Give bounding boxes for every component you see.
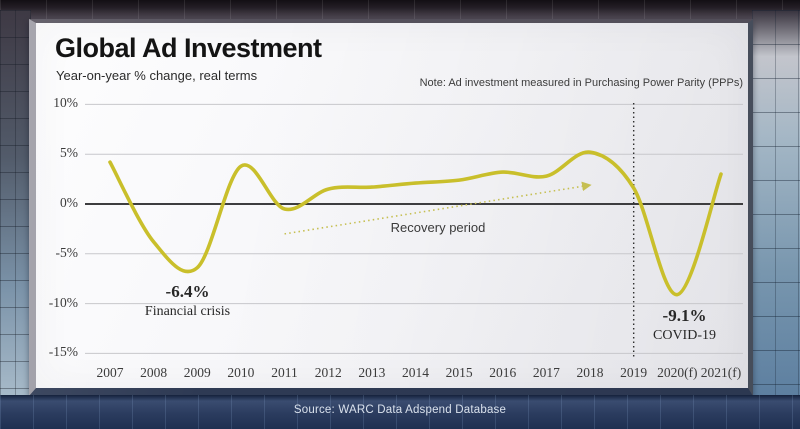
x-axis-label: 2011 <box>271 365 298 380</box>
annotation-financial-crisis: -6.4% Financial crisis <box>115 282 260 320</box>
chart-subtitle: Year-on-year % change, real terms <box>56 68 258 83</box>
wall-top-tiles <box>0 0 800 22</box>
x-axis-label: 2017 <box>532 365 560 380</box>
x-axis-label: 2013 <box>358 365 386 380</box>
x-axis-label: 2008 <box>140 365 168 380</box>
y-axis-label: -5% <box>55 244 79 260</box>
annotation-covid: -9.1% COVID-19 <box>612 306 757 344</box>
y-axis-label: 10% <box>53 95 78 111</box>
source-bar: Source: WARC Data Adspend Database <box>0 395 800 429</box>
y-axis-label: 0% <box>60 195 78 210</box>
y-axis-label: 5% <box>60 145 78 161</box>
x-axis-label: 2014 <box>401 365 429 380</box>
chart-note: Note: Ad investment measured in Purchasi… <box>419 77 743 89</box>
wall-right-tiles <box>752 10 800 396</box>
chart-title: Global Ad Investment <box>55 33 322 63</box>
x-axis-label: 2021(f) <box>700 365 742 380</box>
x-axis-label: 2016 <box>489 365 517 380</box>
x-axis-label: 2019 <box>620 365 648 380</box>
covid-value: -9.1% <box>662 306 707 325</box>
wall-left-tiles <box>0 10 31 396</box>
covid-caption: COVID-19 <box>653 328 716 343</box>
x-axis-label: 2018 <box>576 365 604 380</box>
y-axis-label: -15% <box>48 344 78 360</box>
crisis-value: -6.4% <box>165 282 210 301</box>
y-axis-label: -10% <box>48 294 78 310</box>
x-axis-label: 2009 <box>183 365 211 380</box>
annotation-recovery-period: Recovery period <box>390 220 486 235</box>
x-axis-label: 2020(f) <box>657 365 698 380</box>
crisis-caption: Financial crisis <box>144 304 231 319</box>
x-axis-label: 2007 <box>96 365 124 380</box>
x-axis-label: 2012 <box>314 365 342 380</box>
x-axis-label: 2010 <box>227 365 255 380</box>
x-axis-label: 2015 <box>445 365 473 380</box>
